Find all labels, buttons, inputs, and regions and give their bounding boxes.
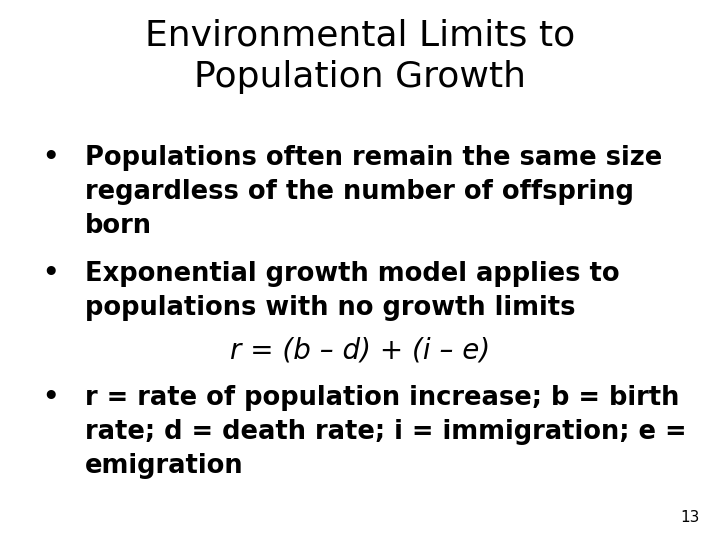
Text: Exponential growth model applies to: Exponential growth model applies to	[85, 261, 620, 287]
Text: r = (b – d) + (i – e): r = (b – d) + (i – e)	[230, 337, 490, 365]
Text: •: •	[42, 145, 58, 171]
Text: regardless of the number of offspring: regardless of the number of offspring	[85, 179, 634, 205]
Text: 13: 13	[680, 510, 700, 525]
Text: populations with no growth limits: populations with no growth limits	[85, 295, 575, 321]
Text: Environmental Limits to
Population Growth: Environmental Limits to Population Growt…	[145, 18, 575, 94]
Text: born: born	[85, 213, 152, 239]
Text: •: •	[42, 385, 58, 411]
Text: •: •	[42, 261, 58, 287]
Text: rate; d = death rate; i = immigration; e =: rate; d = death rate; i = immigration; e…	[85, 419, 687, 445]
Text: r = rate of population increase; b = birth: r = rate of population increase; b = bir…	[85, 385, 680, 411]
Text: emigration: emigration	[85, 453, 243, 479]
Text: Populations often remain the same size: Populations often remain the same size	[85, 145, 662, 171]
